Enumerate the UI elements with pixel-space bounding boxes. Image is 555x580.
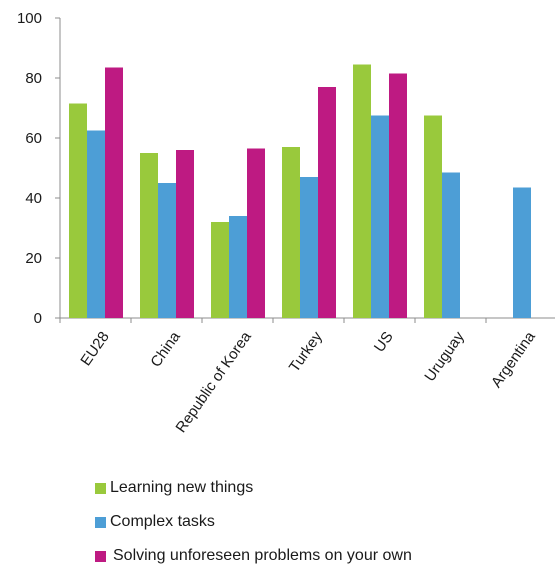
x-tick-label: Republic of Korea	[172, 328, 255, 436]
bar	[247, 148, 265, 318]
legend-item-complex: Complex tasks	[95, 512, 412, 532]
legend-swatch-solving	[95, 550, 106, 562]
legend-item-solving: Solving unforeseen problems on your own	[95, 546, 412, 566]
bar	[105, 67, 123, 318]
x-tick-label: US	[371, 329, 397, 356]
bar	[442, 172, 460, 318]
y-axis: 0 20 40 60 80 100	[17, 10, 61, 327]
y-tick-label: 60	[25, 130, 42, 147]
bar	[211, 222, 229, 318]
bar	[140, 153, 158, 318]
legend: Learning new things Complex tasks Solvin…	[95, 478, 412, 580]
x-tick-label: EU28	[77, 329, 112, 369]
legend-swatch-learning	[95, 482, 106, 494]
legend-label-complex: Complex tasks	[110, 513, 215, 530]
bar	[300, 177, 318, 318]
x-tick-label: Uruguay	[421, 328, 468, 385]
bar	[282, 147, 300, 318]
y-tick-label: 20	[25, 250, 42, 267]
x-tick-label: Argentina	[488, 328, 539, 391]
y-tick-label: 0	[34, 310, 42, 327]
bar	[424, 115, 442, 318]
x-tick-label: Turkey	[286, 328, 326, 375]
y-tick-label: 100	[17, 10, 42, 27]
y-tick-label: 80	[25, 70, 42, 87]
bar	[87, 130, 105, 318]
bar	[318, 87, 336, 318]
bar	[69, 103, 87, 318]
bar	[353, 64, 371, 318]
y-tick-label: 40	[25, 190, 42, 207]
bar	[371, 115, 389, 318]
bar	[389, 73, 407, 318]
bar	[229, 216, 247, 318]
bars	[69, 64, 531, 318]
x-tick-label: China	[147, 328, 184, 370]
bar	[158, 183, 176, 318]
legend-label-learning: Learning new things	[110, 479, 254, 496]
bar	[176, 150, 194, 318]
legend-item-learning: Learning new things	[95, 478, 412, 498]
bar	[513, 187, 531, 318]
legend-swatch-complex	[95, 516, 106, 528]
legend-label-solving: Solving unforeseen problems on your own	[113, 547, 412, 564]
